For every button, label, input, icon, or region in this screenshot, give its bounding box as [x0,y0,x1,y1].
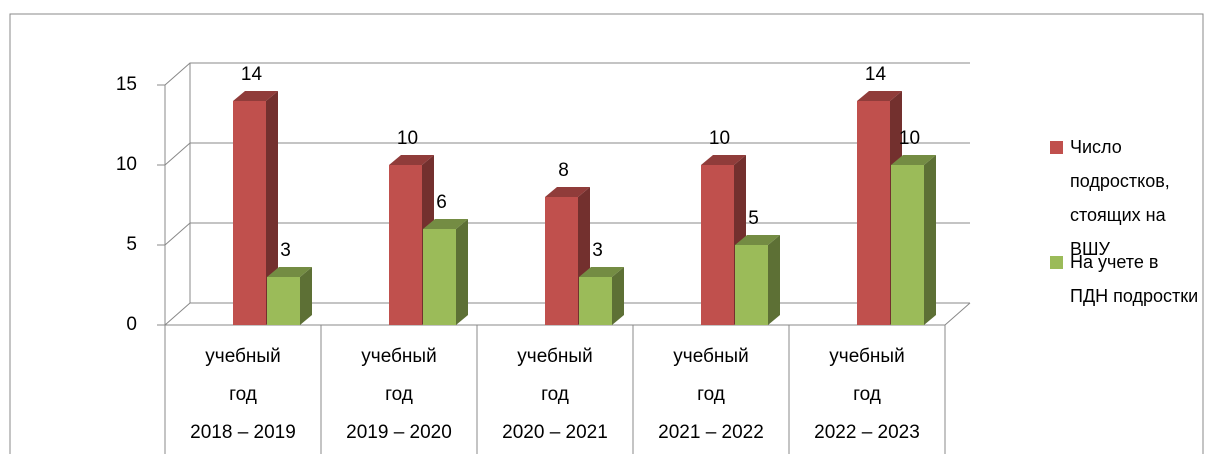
legend-label: На учете в ПДН подростки [1070,252,1199,306]
legend-entry: Число подростков, стоящих на ВШУ [1050,130,1200,266]
legend-swatch [1050,141,1063,154]
bar-top [267,267,312,277]
bar [233,91,278,325]
bar-front [857,101,890,325]
bar-top [545,187,590,197]
data-label: 10 [397,128,418,149]
x-tick-label: учебный год 2022 – 2023 [789,338,945,452]
legend-entry: На учете в ПДН подростки [1050,245,1200,313]
data-label: 14 [865,64,887,85]
category-level: 2019 – 2020 [346,422,452,443]
category-level: 2021 – 2022 [658,422,764,443]
legend-swatch [1050,256,1063,269]
bar-front [701,165,734,325]
data-label: 8 [558,160,569,181]
category-level: 2018 – 2019 [190,422,296,443]
data-label: 5 [748,208,759,229]
bar [891,155,936,325]
bar-top [857,91,902,101]
bar-top [389,155,434,165]
bar-side [456,219,468,325]
y-tick-label: 10 [116,154,137,175]
bar-top [423,219,468,229]
bar-top [701,155,746,165]
x-tick-label: учебный год 2021 – 2022 [633,338,789,452]
bar-front [735,245,768,325]
y-tick-label: 15 [116,74,137,95]
bar [579,267,624,325]
bar-front [891,165,924,325]
bar-front [545,197,578,325]
y-tick-label: 0 [126,314,137,335]
x-tick-label: учебный год 2018 – 2019 [165,338,321,452]
category-level: учебный год [673,346,749,405]
bar-side [300,267,312,325]
data-label: 3 [592,240,603,261]
bar-side [768,235,780,325]
category-level: учебный год [829,346,905,405]
y-tick-label: 5 [126,234,137,255]
bar [735,235,780,325]
x-tick-label: учебный год 2019 – 2020 [321,338,477,452]
bar-top [579,267,624,277]
bar [267,267,312,325]
bar-side [612,267,624,325]
bar-front [233,101,266,325]
bar-top [233,91,278,101]
bar-top [891,155,936,165]
category-level: учебный год [361,346,437,405]
bar [423,219,468,325]
category-level: 2022 – 2023 [814,422,920,443]
grid-line [164,142,970,166]
bar-front [267,277,300,325]
x-tick-label: учебный год 2020 – 2021 [477,338,633,452]
grid-line [164,62,970,86]
bar-side [266,91,278,325]
data-label: 3 [280,240,291,261]
data-label: 6 [436,192,447,213]
category-level: 2020 – 2021 [502,422,608,443]
category-level: учебный год [517,346,593,405]
bar-front [389,165,422,325]
legend-label: Число подростков, стоящих на ВШУ [1070,137,1170,259]
bar-front [579,277,612,325]
bar-top [735,235,780,245]
data-label: 10 [899,128,920,149]
bar-side [924,155,936,325]
data-label: 10 [709,128,730,149]
frame [9,13,1204,454]
category-level: учебный год [205,346,281,405]
data-label: 14 [241,64,263,85]
bar-front [423,229,456,325]
